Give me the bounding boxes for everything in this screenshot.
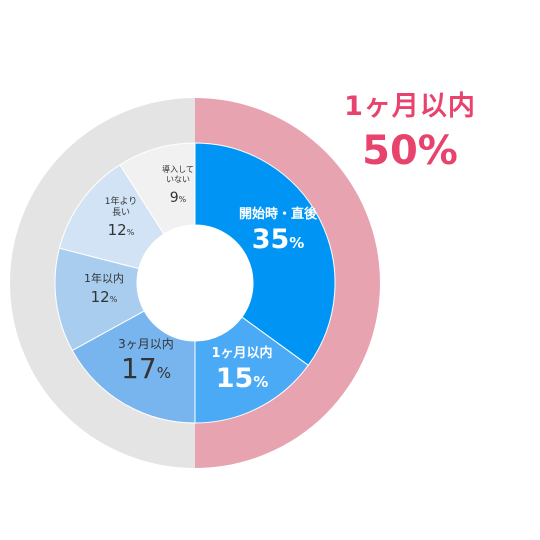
- slice-label-text: 長い: [112, 207, 130, 218]
- outer-slice-0: [195, 98, 380, 468]
- slice-value: 12%: [108, 221, 135, 239]
- outer-slice-1: [10, 98, 195, 468]
- slice-label-text: 1ヶ月以内: [211, 345, 272, 361]
- slice-label-text: 導入して: [162, 164, 194, 174]
- slice-value: 17%: [121, 352, 171, 385]
- slice-label-text: いない: [166, 175, 190, 184]
- outer-ring: [10, 98, 380, 468]
- slice-label-text: 開始時・直後: [239, 206, 318, 222]
- slice-label-text: 3ヶ月以内: [118, 337, 174, 351]
- slice-value: 9%: [170, 190, 187, 206]
- inner-ring: [54, 142, 336, 424]
- slice-value: 35%: [252, 224, 305, 255]
- callout-label: 1ヶ月以内: [344, 91, 476, 122]
- slice-value: 12%: [91, 288, 118, 306]
- slice-label-1: 1ヶ月以内 15%: [211, 345, 272, 394]
- callout-value: 50%: [362, 128, 458, 174]
- slice-label-0: 開始時・直後 35%: [239, 206, 318, 255]
- slice-label-3: 1年以内 12%: [84, 271, 124, 306]
- center-hole: [137, 225, 253, 341]
- slice-label-text: 1年より: [105, 195, 138, 207]
- slice-value: 15%: [216, 363, 269, 394]
- slice-label-text: 1年以内: [84, 271, 124, 285]
